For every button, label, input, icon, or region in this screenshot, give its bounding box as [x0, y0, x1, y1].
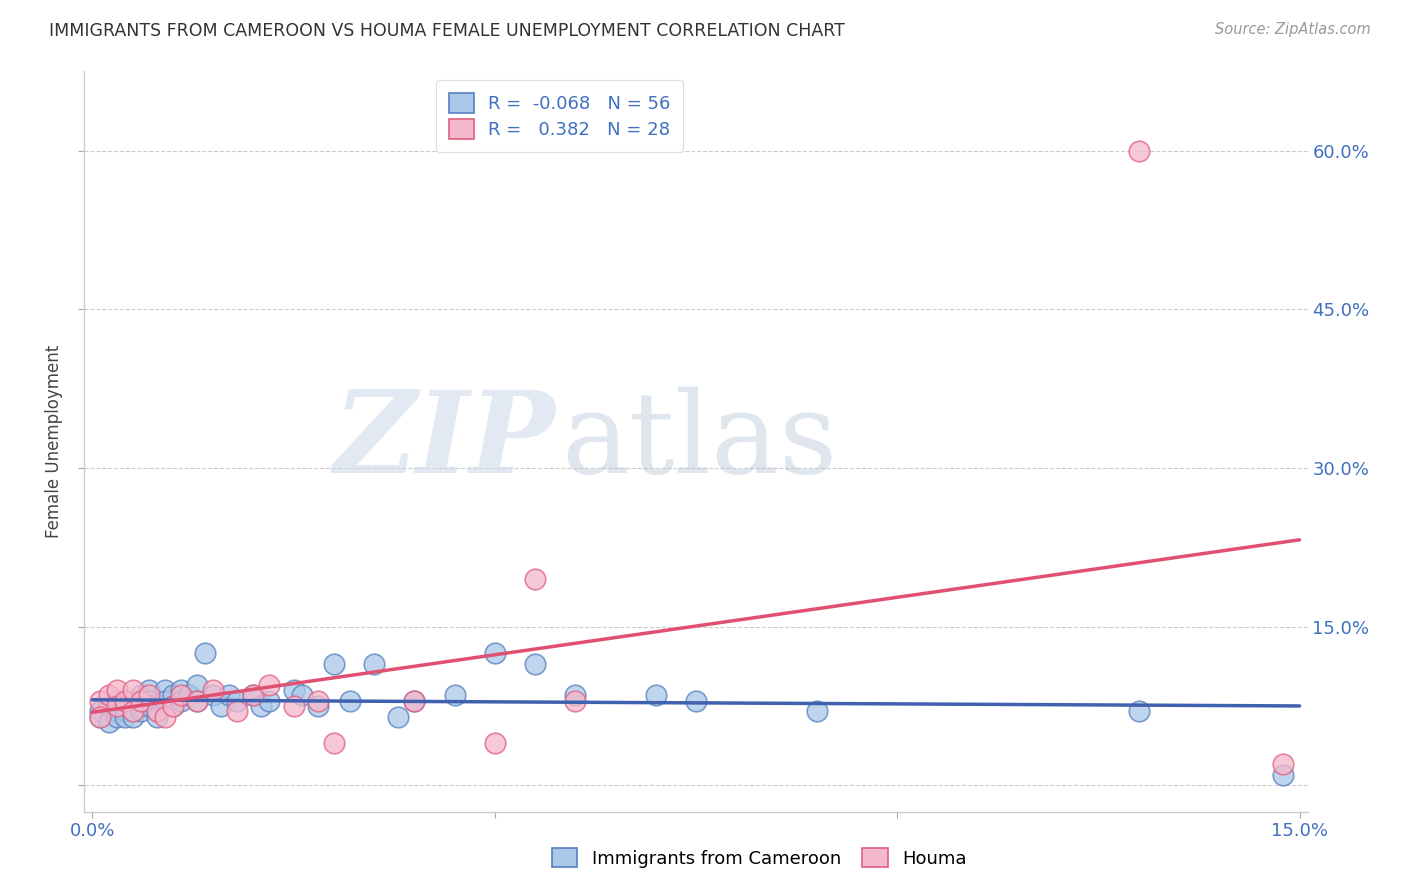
Point	[209, 698, 232, 713]
Point	[218, 689, 240, 703]
Text: ZIP: ZIP	[333, 386, 555, 497]
Point	[524, 657, 547, 671]
Legend: Immigrants from Cameroon, Houma: Immigrants from Cameroon, Houma	[541, 837, 977, 879]
Text: atlas: atlas	[561, 386, 838, 497]
Point	[307, 694, 329, 708]
Point	[129, 694, 152, 708]
Text: Source: ZipAtlas.com: Source: ZipAtlas.com	[1215, 22, 1371, 37]
Point	[121, 704, 143, 718]
Point	[1128, 144, 1150, 158]
Point	[177, 689, 200, 703]
Point	[153, 683, 176, 698]
Point	[443, 689, 465, 703]
Point	[89, 709, 111, 723]
Point	[226, 694, 249, 708]
Point	[202, 689, 225, 703]
Point	[194, 646, 217, 660]
Point	[129, 704, 152, 718]
Point	[291, 689, 314, 703]
Point	[89, 704, 111, 718]
Point	[105, 704, 128, 718]
Point	[114, 709, 136, 723]
Point	[170, 683, 193, 698]
Point	[259, 694, 281, 708]
Point	[105, 698, 128, 713]
Point	[322, 736, 344, 750]
Point	[242, 689, 264, 703]
Point	[153, 694, 176, 708]
Point	[138, 698, 160, 713]
Point	[685, 694, 707, 708]
Point	[484, 646, 506, 660]
Point	[283, 683, 305, 698]
Point	[322, 657, 344, 671]
Point	[146, 709, 169, 723]
Point	[97, 698, 120, 713]
Point	[89, 694, 111, 708]
Point	[170, 694, 193, 708]
Point	[806, 704, 828, 718]
Point	[404, 694, 426, 708]
Point	[162, 698, 184, 713]
Point	[105, 683, 128, 698]
Point	[484, 736, 506, 750]
Point	[363, 657, 385, 671]
Point	[121, 694, 143, 708]
Point	[186, 694, 208, 708]
Point	[138, 694, 160, 708]
Point	[105, 694, 128, 708]
Point	[226, 704, 249, 718]
Point	[121, 704, 143, 718]
Point	[105, 709, 128, 723]
Point	[644, 689, 666, 703]
Point	[97, 689, 120, 703]
Point	[114, 698, 136, 713]
Point	[307, 698, 329, 713]
Point	[146, 704, 169, 718]
Point	[564, 689, 586, 703]
Point	[242, 689, 264, 703]
Point	[97, 714, 120, 729]
Point	[121, 683, 143, 698]
Point	[564, 694, 586, 708]
Point	[129, 689, 152, 703]
Point	[129, 698, 152, 713]
Point	[162, 698, 184, 713]
Point	[404, 694, 426, 708]
Legend: R =  -0.068   N = 56, R =   0.382   N = 28: R = -0.068 N = 56, R = 0.382 N = 28	[436, 80, 683, 152]
Point	[146, 704, 169, 718]
Point	[283, 698, 305, 713]
Point	[114, 704, 136, 718]
Point	[1272, 767, 1295, 781]
Point	[1272, 757, 1295, 772]
Point	[339, 694, 361, 708]
Point	[138, 683, 160, 698]
Point	[114, 694, 136, 708]
Point	[138, 689, 160, 703]
Point	[121, 698, 143, 713]
Point	[170, 689, 193, 703]
Point	[121, 709, 143, 723]
Point	[186, 678, 208, 692]
Point	[524, 572, 547, 586]
Point	[1128, 704, 1150, 718]
Text: IMMIGRANTS FROM CAMEROON VS HOUMA FEMALE UNEMPLOYMENT CORRELATION CHART: IMMIGRANTS FROM CAMEROON VS HOUMA FEMALE…	[49, 22, 845, 40]
Point	[250, 698, 273, 713]
Point	[162, 689, 184, 703]
Point	[186, 694, 208, 708]
Point	[202, 683, 225, 698]
Point	[89, 709, 111, 723]
Point	[153, 709, 176, 723]
Point	[387, 709, 409, 723]
Point	[259, 678, 281, 692]
Y-axis label: Female Unemployment: Female Unemployment	[45, 345, 63, 538]
